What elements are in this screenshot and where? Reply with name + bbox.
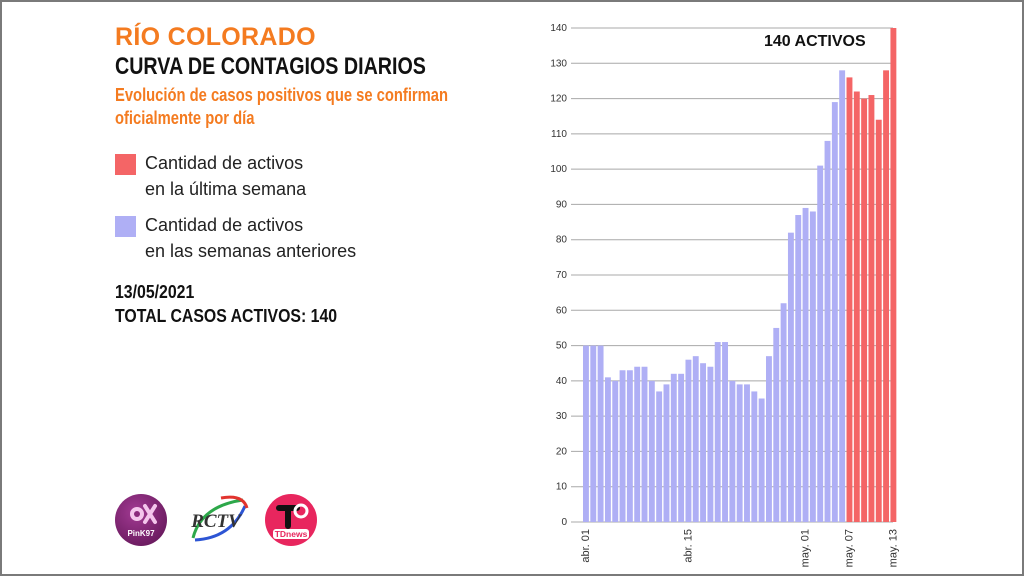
y-tick-label: 120: [550, 94, 567, 105]
bar-previous-weeks: [795, 215, 802, 522]
bar-previous-weeks: [722, 342, 728, 522]
y-tick-label: 0: [561, 517, 567, 528]
legend-swatch-recent: [115, 154, 136, 175]
bar-last-week: [883, 70, 890, 522]
bar-previous-weeks: [714, 342, 721, 522]
subtitle-line-2: oficialmente por día: [115, 108, 255, 128]
bar-previous-weeks: [604, 377, 611, 522]
bar-previous-weeks: [663, 384, 670, 522]
pink97-logo-mark: PinK97: [127, 504, 157, 538]
sponsor-logos: PinK97 RCTV TDnews: [115, 494, 317, 546]
bar-previous-weeks: [692, 356, 699, 522]
legend-item-previous: Cantidad de activos en las semanas anter…: [115, 212, 535, 264]
legend-item-recent: Cantidad de activos en la última semana: [115, 150, 535, 202]
bar-previous-weeks: [824, 140, 831, 522]
legend: Cantidad de activos en la última semana …: [115, 150, 535, 264]
bar-previous-weeks: [780, 303, 787, 522]
bar-previous-weeks: [758, 398, 765, 522]
y-tick-label: 110: [551, 129, 567, 140]
y-tick-label: 30: [556, 411, 568, 422]
bar-previous-weeks: [678, 373, 685, 522]
place-title: RÍO COLORADO: [115, 23, 316, 51]
total-active-cases: TOTAL CASOS ACTIVOS: 140: [115, 306, 338, 326]
legend-swatch-previous: [115, 216, 136, 237]
y-tick-label: 50: [556, 341, 568, 352]
pink97-logo-text: PinK97: [127, 529, 155, 538]
legend-recent-line-1: Cantidad de activos: [145, 153, 304, 173]
x-tick-label: may. 07: [843, 529, 855, 567]
chart-title: CURVA DE CONTAGIOS DIARIOS: [115, 53, 426, 80]
bar-previous-weeks: [831, 102, 838, 522]
bar-previous-weeks: [685, 359, 692, 522]
x-axis-ticks: abr. 01 abr. 15 may. 01 may. 07 may. 13: [580, 529, 899, 567]
bar-previous-weeks: [626, 370, 633, 522]
bar-previous-weeks: [773, 327, 780, 522]
bar-previous-weeks: [787, 232, 794, 522]
bar-previous-weeks: [612, 380, 619, 522]
bar-last-week: [875, 119, 882, 523]
y-axis-ticks: 0 10 20 30 40 50 60 70 80 90 100 110 120 130 140: [550, 23, 567, 528]
bar-previous-weeks: [700, 363, 707, 522]
bar-chart: 0 10 20 30 40 50 60 70 80 90 100 110 120 130 140 abr. …: [550, 23, 899, 567]
bar-previous-weeks: [656, 391, 663, 522]
y-tick-label: 40: [556, 376, 568, 387]
rctv-logo-mark: RCTV: [190, 495, 249, 542]
bar-previous-weeks: [583, 345, 589, 522]
bar-previous-weeks: [729, 380, 736, 522]
bar-previous-weeks: [634, 366, 641, 522]
bar-previous-weeks: [744, 384, 750, 522]
y-tick-label: 10: [556, 482, 568, 493]
x-tick-label: abr. 01: [580, 529, 592, 563]
y-tick-label: 90: [556, 199, 568, 210]
legend-previous-line-1: Cantidad de activos: [145, 215, 304, 235]
bar-previous-weeks: [619, 370, 626, 522]
bar-previous-weeks: [670, 373, 677, 522]
bar-previous-weeks: [707, 366, 714, 522]
bar-previous-weeks: [648, 380, 655, 522]
x-tick-label: may. 01: [800, 529, 812, 567]
bars: [583, 28, 897, 523]
subtitle-line-1: Evolución de casos positivos que se conf…: [115, 85, 449, 105]
y-tick-label: 80: [556, 235, 568, 246]
tdnews-logo-text: TDnews: [275, 529, 308, 539]
bar-last-week: [868, 95, 875, 522]
y-tick-label: 100: [550, 164, 567, 175]
x-tick-label: may. 13: [887, 529, 899, 567]
rctv-logo: RCTV: [181, 494, 251, 546]
y-tick-label: 20: [556, 446, 568, 457]
tdnews-logo: TDnews: [265, 494, 317, 546]
y-tick-label: 70: [556, 270, 568, 281]
y-tick-label: 130: [550, 58, 567, 69]
bar-previous-weeks: [817, 165, 824, 523]
chart-annotation: 140 ACTIVOS: [764, 33, 866, 50]
legend-recent-line-2: en la última semana: [145, 179, 307, 199]
bar-last-week: [846, 77, 853, 523]
rctv-logo-text: RCTV: [190, 511, 242, 532]
pink97-logo: PinK97: [115, 494, 167, 546]
bar-previous-weeks: [736, 384, 743, 522]
bar-previous-weeks: [590, 345, 597, 522]
info-panel: RÍO COLORADO CURVA DE CONTAGIOS DIARIOS …: [115, 22, 535, 328]
bar-previous-weeks: [809, 211, 816, 523]
bar-previous-weeks: [839, 70, 846, 522]
tdnews-logo-mark: TDnews: [273, 503, 309, 539]
y-tick-label: 140: [550, 23, 567, 34]
bar-previous-weeks: [802, 207, 809, 522]
bar-previous-weeks: [597, 345, 604, 522]
y-tick-label: 60: [556, 305, 568, 316]
legend-previous-line-2: en las semanas anteriores: [145, 241, 357, 261]
bar-last-week: [890, 28, 897, 522]
bar-last-week: [853, 91, 860, 522]
bar-last-week: [861, 98, 868, 522]
x-tick-label: abr. 15: [682, 529, 694, 563]
bar-previous-weeks: [766, 356, 772, 522]
bar-previous-weeks: [641, 366, 648, 522]
report-date: 13/05/2021: [115, 282, 195, 302]
bar-previous-weeks: [751, 391, 758, 522]
